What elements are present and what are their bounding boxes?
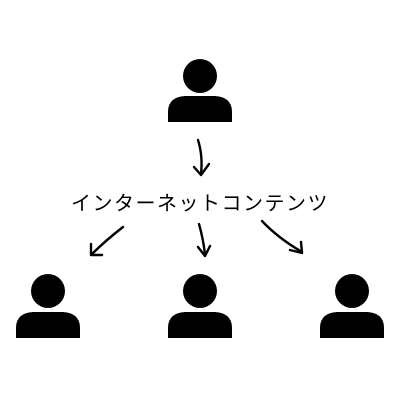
recipient-person-head [335, 274, 369, 308]
source-person-icon [168, 59, 232, 122]
arrow-down-right-icon [260, 219, 304, 255]
recipient-person-body [16, 312, 80, 338]
source-person-head [183, 59, 217, 93]
arrow-down-left-icon [89, 225, 125, 257]
source-person-body [168, 96, 232, 122]
recipient-person-body [320, 312, 384, 338]
recipient-person-head [183, 274, 217, 308]
arrow-down-icon [192, 138, 211, 177]
recipient-person-icon-right [320, 274, 384, 338]
recipient-person-icon-center [168, 274, 232, 338]
center-label: インターネットコンテンツ [71, 191, 329, 215]
arrow-down-center-icon [196, 222, 212, 258]
recipient-person-body [168, 312, 232, 338]
recipient-person-icon-left [16, 274, 80, 338]
recipient-person-head [31, 274, 65, 308]
